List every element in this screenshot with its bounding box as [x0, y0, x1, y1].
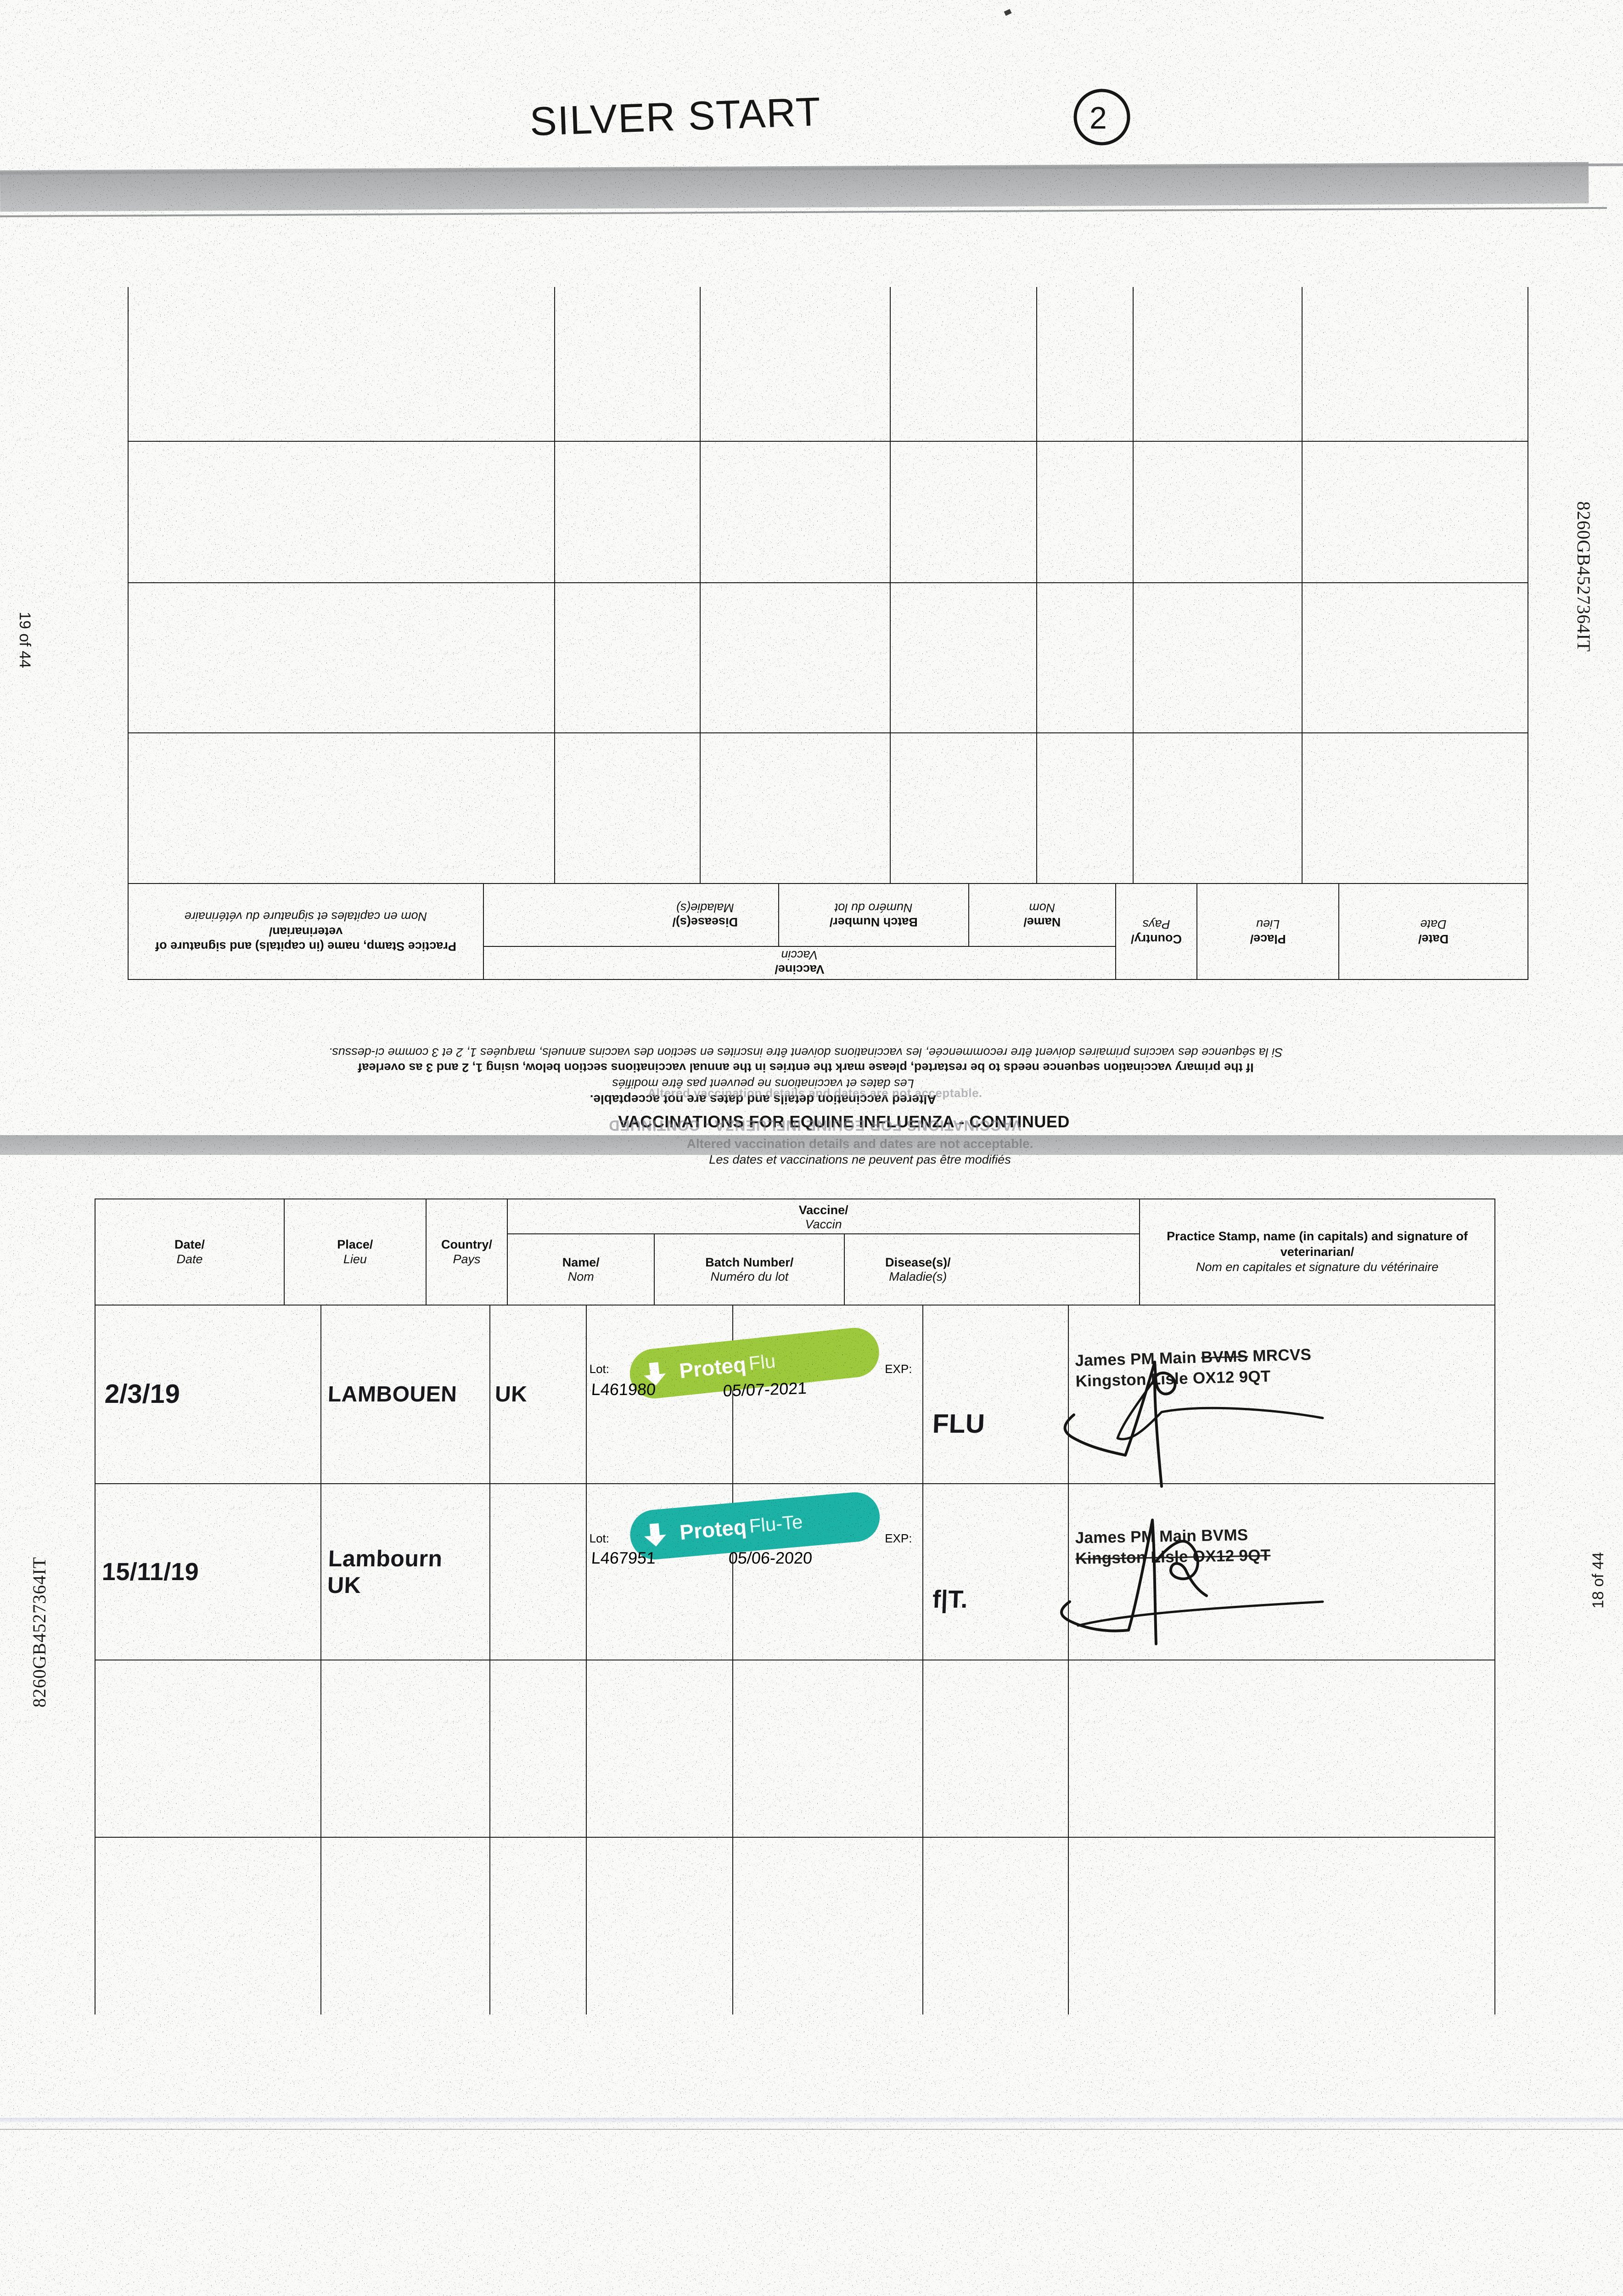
svg-text:SILVER START: SILVER START	[529, 89, 822, 144]
svg-text:2: 2	[1089, 101, 1107, 135]
